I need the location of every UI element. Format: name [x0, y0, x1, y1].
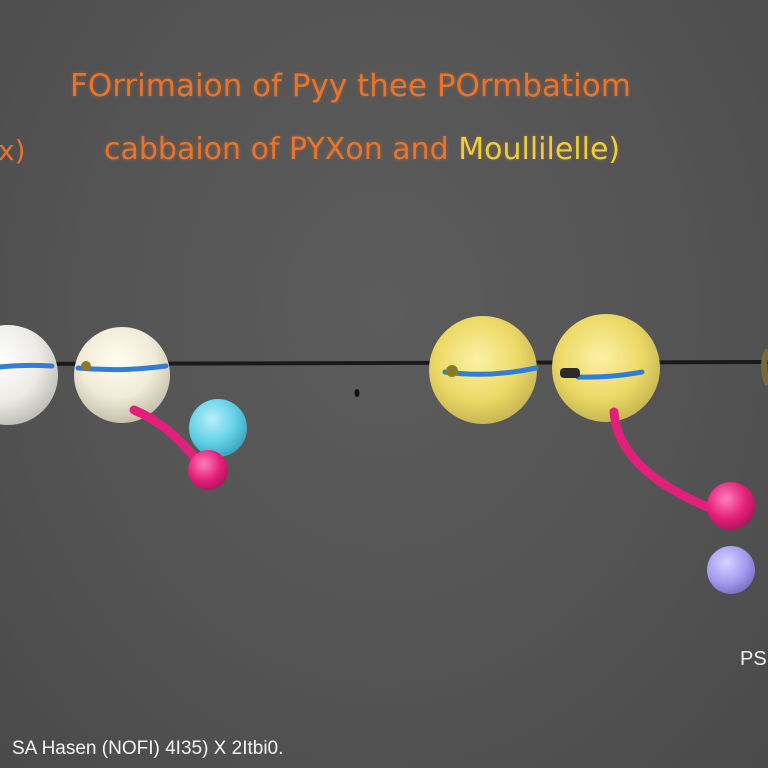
left-text-fragment: x): [0, 134, 26, 167]
atom-pink-2: [707, 482, 755, 530]
bond-knob: [446, 365, 458, 377]
title-line-2-part-2: Moullilelle): [458, 132, 621, 167]
bond-knob: [81, 361, 91, 371]
footer-caption: SA Hasen (NOFI) 4I35) X 2Itbi0.: [12, 738, 284, 759]
title-line-2-part-1: cabbaion of PYXon and: [104, 132, 459, 167]
atom-left-partial: [0, 325, 58, 425]
bond-blue-1: [0, 362, 55, 370]
bond-blue-4: [575, 369, 645, 380]
atom-pink-1: [188, 450, 228, 490]
link-pink-2: [609, 407, 715, 513]
atom-right-edge: [761, 348, 768, 387]
atom-yellow-2: [552, 314, 660, 422]
atom-lavender: [707, 546, 755, 594]
atom-yellow-1: [429, 316, 537, 424]
atom-white: [74, 327, 170, 423]
stray-dot: [354, 389, 360, 397]
title-line-1: FOrrimaion of Pyy thee POrmbatiom: [70, 68, 631, 104]
link-pink-1: [129, 405, 203, 467]
right-text-fragment: PS: [740, 648, 767, 670]
title-line-2: cabbaion of PYXon and Moullilelle): [104, 132, 620, 167]
atom-cyan: [189, 399, 247, 457]
bond-knob: [560, 368, 580, 378]
